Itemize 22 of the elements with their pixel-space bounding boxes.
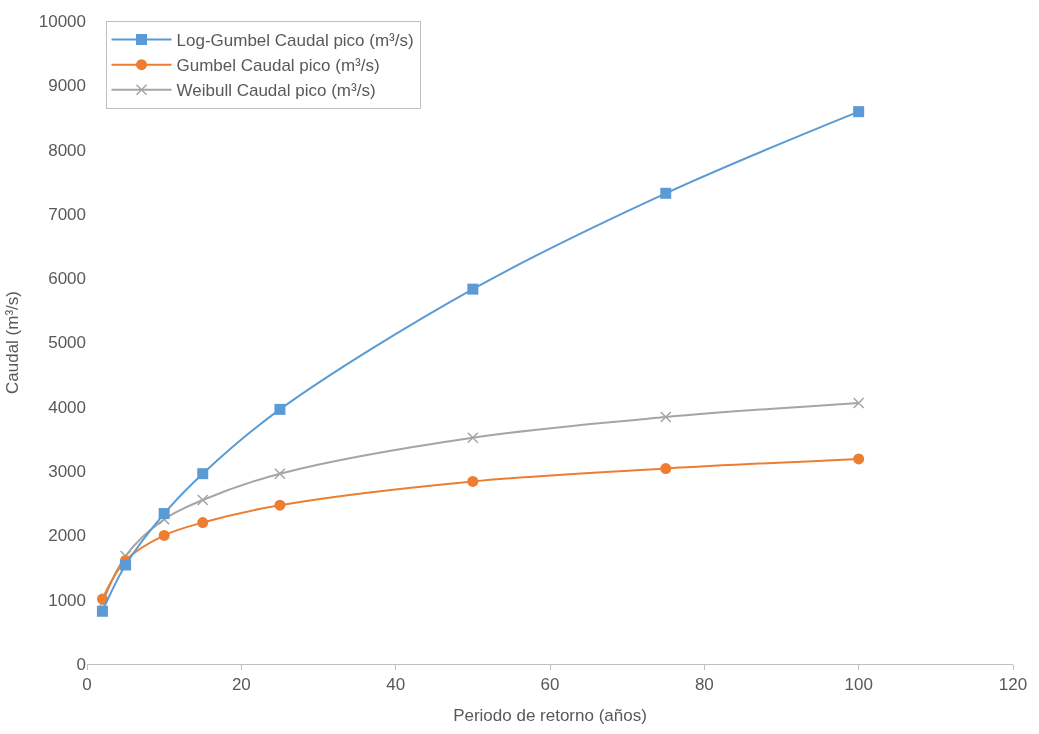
y-tick-label: 4000	[48, 397, 86, 417]
y-tick-label: 0	[76, 654, 86, 674]
x-tick-label: 20	[231, 675, 251, 695]
y-tick-label: 7000	[48, 204, 86, 224]
y-tick-label: 2000	[48, 526, 86, 546]
x-tick-label: 100	[844, 675, 873, 695]
legend-label: Weibull Caudal pico (m³/s)	[176, 81, 376, 101]
x-tick-label: 120	[998, 675, 1028, 695]
x-axis-title: Periodo de retorno (años)	[453, 705, 647, 725]
y-tick-label: 10000	[38, 11, 86, 31]
y-axis-title: Caudal (m³/s)	[3, 291, 23, 394]
y-tick-label: 6000	[48, 269, 86, 289]
y-tick-label: 9000	[48, 76, 86, 96]
legend-label: Gumbel Caudal pico (m³/s)	[176, 56, 380, 76]
y-tick-label: 1000	[48, 590, 86, 610]
y-tick-label: 8000	[48, 140, 86, 160]
legend-label: Log-Gumbel Caudal pico (m³/s)	[176, 31, 414, 51]
y-tick-label: 3000	[48, 462, 86, 482]
y-tick-label: 5000	[48, 333, 86, 353]
x-tick-label: 40	[386, 675, 406, 695]
x-tick-label: 60	[540, 675, 560, 695]
x-tick-label: 80	[694, 675, 714, 695]
